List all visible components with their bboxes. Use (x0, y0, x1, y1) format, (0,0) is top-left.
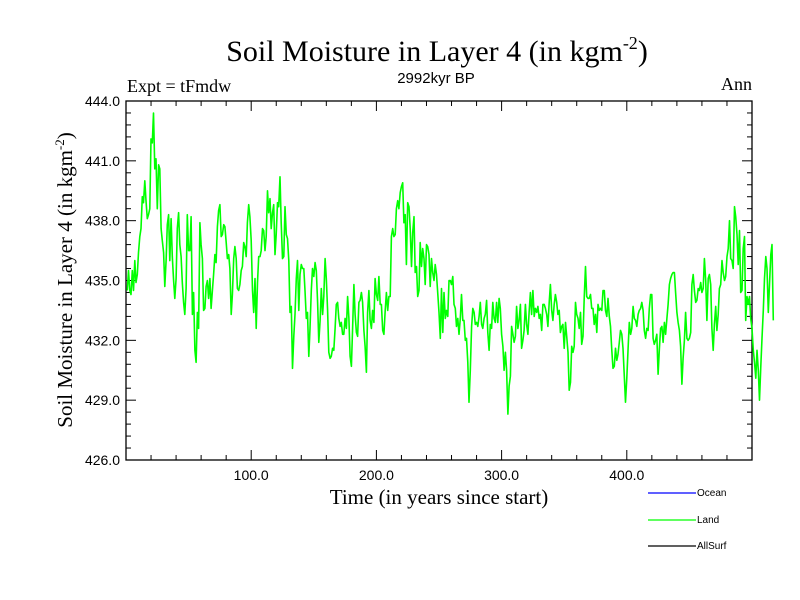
y-axis: 426.0 429.0 432.0 435.0 438.0 441.0 444.0 (85, 93, 752, 468)
y-tick-label: 435.0 (85, 273, 120, 289)
y-tick-label: 438.0 (85, 213, 120, 229)
legend: Ocean Land AllSurf (648, 488, 727, 552)
y-tick-label: 441.0 (85, 153, 120, 169)
y-tick-label: 426.0 (85, 452, 120, 468)
experiment-label: Expt = tFmdw (127, 76, 231, 96)
x-tick-label: 100.0 (234, 467, 269, 483)
series-line-land (126, 112, 775, 415)
legend-label-ocean: Ocean (697, 488, 726, 499)
legend-label-allsurf: AllSurf (697, 541, 727, 552)
plot-area (125, 100, 753, 461)
y-tick-label: 429.0 (85, 392, 120, 408)
y-tick-label: 432.0 (85, 332, 120, 348)
x-axis: 100.0 200.0 300.0 400.0 (150, 101, 728, 483)
x-axis-label: Time (in years since start) (330, 485, 549, 509)
y-axis-label: Soil Moisture in Layer 4 (in kgm-2) (52, 132, 77, 427)
x-tick-label: 200.0 (359, 467, 394, 483)
chart-title: Soil Moisture in Layer 4 (in kgm-2) (226, 33, 648, 68)
x-tick-label: 400.0 (609, 467, 644, 483)
chart-subtitle: 2992kyr BP (397, 70, 475, 87)
y-tick-label: 444.0 (85, 93, 120, 109)
legend-label-land: Land (697, 515, 719, 526)
x-tick-label: 300.0 (484, 467, 519, 483)
season-label: Ann (721, 74, 752, 94)
